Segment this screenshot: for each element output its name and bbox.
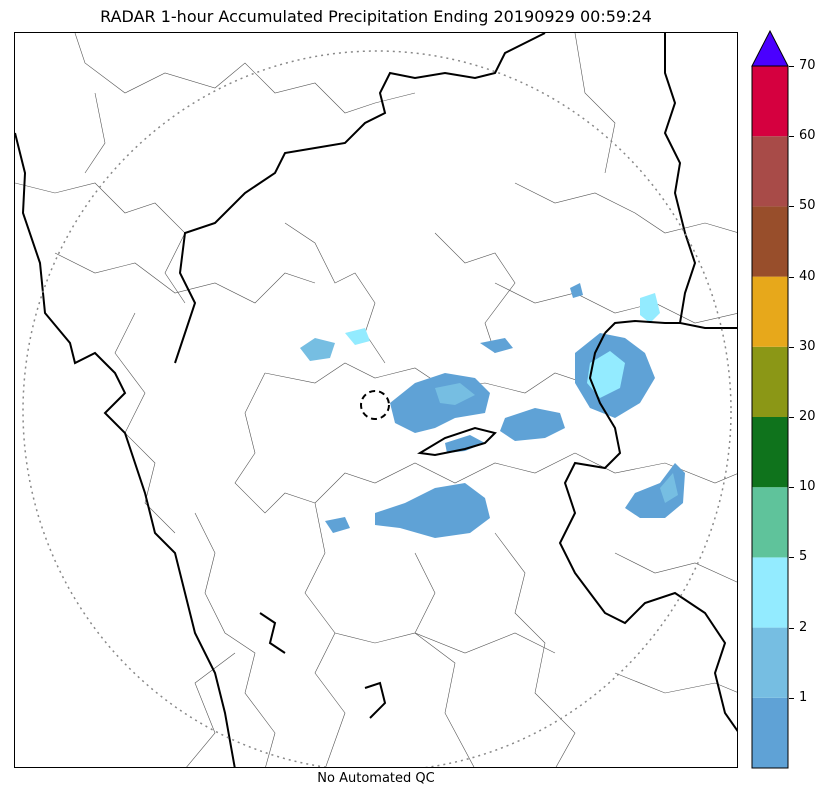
- radar-map[interactable]: [14, 32, 738, 768]
- colorbar-tick: [789, 627, 794, 629]
- colorbar-tick: [789, 206, 794, 208]
- colorbar-tick-label: 2: [799, 619, 808, 635]
- colorbar-svg: [751, 30, 789, 769]
- colorbar-segment: [752, 346, 788, 417]
- colorbar-tick: [789, 66, 794, 67]
- colorbar-tick: [789, 557, 794, 559]
- colorbar-segment: [752, 66, 788, 137]
- colorbar-tick-label: 70: [799, 58, 816, 73]
- colorbar-tick: [789, 346, 794, 348]
- colorbar-segment: [752, 627, 788, 698]
- colorbar-segment: [752, 276, 788, 347]
- colorbar-tick: [789, 487, 794, 489]
- qc-label: No Automated QC: [317, 771, 435, 786]
- colorbar-tick-label: 20: [799, 409, 816, 424]
- colorbar-tick-label: 10: [799, 479, 816, 495]
- colorbar-border: [751, 65, 789, 769]
- colorbar-segment: [752, 557, 788, 628]
- colorbar-segment: [752, 417, 788, 488]
- colorbar-segment: [752, 697, 788, 768]
- range-ring: [22, 50, 732, 767]
- map-canvas: [15, 33, 737, 767]
- colorbar: [751, 30, 789, 770]
- colorbar-extend-triangle: [751, 30, 789, 67]
- colorbar-tick: [789, 697, 794, 699]
- colorbar-tick-label: 50: [799, 198, 816, 214]
- colorbar-tick: [789, 276, 794, 278]
- plot-title: RADAR 1-hour Accumulated Precipitation E…: [100, 7, 652, 26]
- colorbar-segment: [752, 487, 788, 558]
- colorbar-tick-label: 1: [799, 689, 808, 705]
- colorbar-tick-label: 5: [799, 549, 808, 565]
- district-boundaries: [15, 33, 737, 767]
- colorbar-segment: [752, 136, 788, 207]
- colorbar-tick: [789, 417, 794, 418]
- radar-site-marker: [360, 390, 390, 420]
- colorbar-tick-label: 30: [799, 338, 816, 354]
- colorbar-tick-label: 60: [799, 128, 816, 144]
- colorbar-tick-label: 40: [799, 268, 816, 284]
- precipitation-echoes: [300, 283, 685, 538]
- colorbar-segment: [752, 206, 788, 277]
- colorbar-tick: [789, 136, 794, 138]
- state-boundaries: [15, 33, 737, 767]
